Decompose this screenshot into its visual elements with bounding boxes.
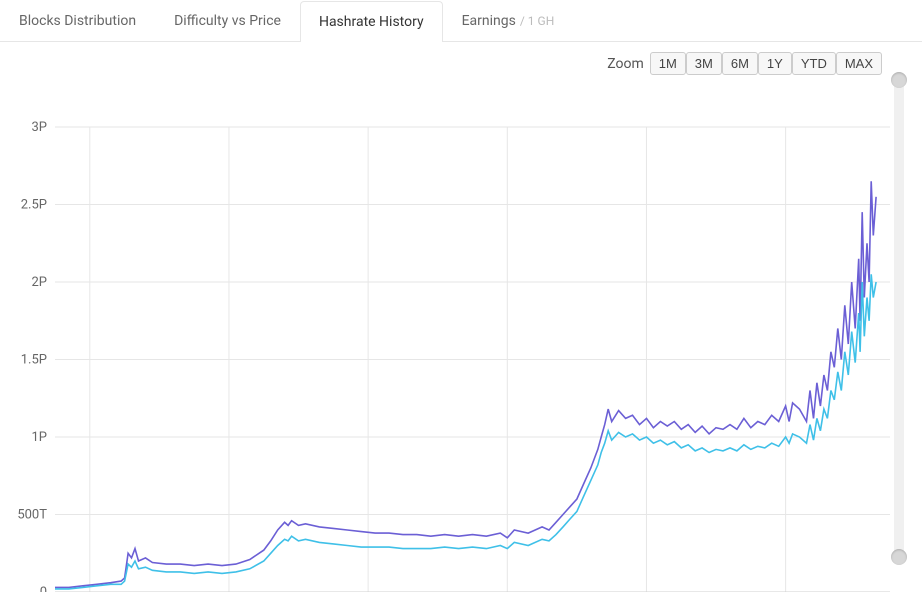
y-tick-label: 2.5P xyxy=(21,198,47,213)
y-tick-label: 2P xyxy=(31,275,47,290)
hashrate-chart: 0500T1P1.5P2P2.5P3PSepNovJan 2023MarMayJ… xyxy=(0,42,922,592)
y-tick-label: 500T xyxy=(17,508,47,523)
tab-label: Earnings xyxy=(462,13,516,29)
y-range-knob-bottom[interactable] xyxy=(891,549,907,565)
y-range-track[interactable] xyxy=(894,80,904,557)
y-tick-label: 0 xyxy=(40,585,47,592)
series-hashrate-b xyxy=(55,274,876,589)
chart-area: 0500T1P1.5P2P2.5P3PSepNovJan 2023MarMayJ… xyxy=(0,42,922,592)
y-tick-label: 1P xyxy=(31,430,47,445)
tab-hashrate-history[interactable]: Hashrate History xyxy=(300,1,443,42)
tab-blocks-distribution[interactable]: Blocks Distribution xyxy=(0,0,155,41)
y-range-knob-top[interactable] xyxy=(891,72,907,88)
tab-label: Hashrate History xyxy=(319,14,424,30)
tab-difficulty-vs-price[interactable]: Difficulty vs Price xyxy=(155,0,300,41)
series-hashrate-a xyxy=(55,181,876,587)
tab-earnings[interactable]: Earnings / 1 GH xyxy=(443,0,574,41)
y-tick-label: 1.5P xyxy=(21,353,47,368)
tab-label: Difficulty vs Price xyxy=(174,13,281,29)
tabs: Blocks Distribution Difficulty vs Price Ha… xyxy=(0,0,922,42)
tab-label: Blocks Distribution xyxy=(19,13,136,29)
tab-sublabel: / 1 GH xyxy=(520,14,554,28)
y-tick-label: 3P xyxy=(31,120,47,135)
